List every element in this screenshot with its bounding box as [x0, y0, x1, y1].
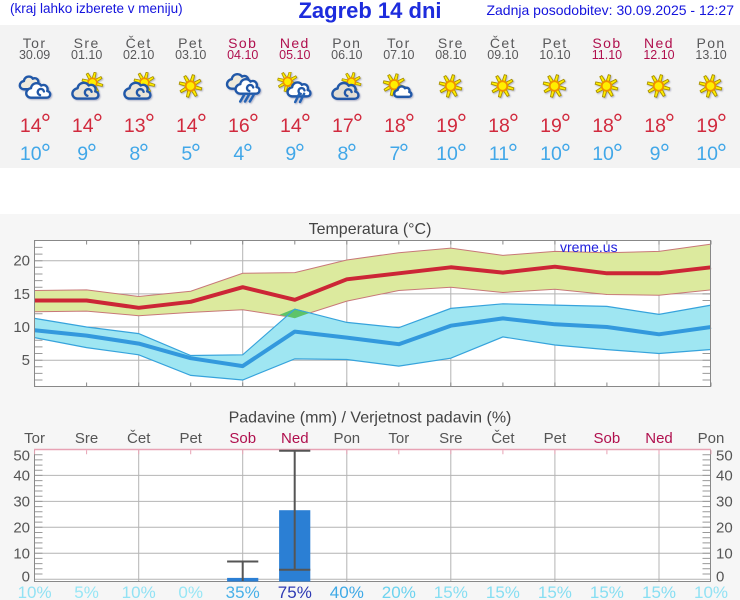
svg-text:0%: 0% [178, 583, 203, 600]
svg-text:10%: 10% [122, 583, 156, 600]
svg-text:15%: 15% [590, 583, 624, 600]
svg-text:15%: 15% [642, 583, 676, 600]
svg-text:15%: 15% [486, 583, 520, 600]
svg-text:30: 30 [716, 493, 733, 510]
svg-text:Padavine (mm) / Verjetnost pad: Padavine (mm) / Verjetnost padavin (%) [229, 409, 512, 426]
svg-text:5: 5 [22, 352, 30, 369]
svg-text:10%: 10% [18, 583, 52, 600]
svg-text:Ned: Ned [645, 430, 673, 447]
svg-text:75%: 75% [278, 583, 312, 600]
svg-text:40: 40 [716, 467, 733, 484]
svg-text:Čet: Čet [491, 430, 515, 447]
svg-text:20: 20 [716, 519, 733, 536]
svg-text:Čet: Čet [127, 430, 151, 447]
svg-text:Sob: Sob [594, 430, 621, 447]
svg-text:Temperatura (°C): Temperatura (°C) [309, 221, 432, 238]
svg-text:Pon: Pon [698, 430, 725, 447]
svg-text:Pon: Pon [333, 430, 360, 447]
svg-text:20: 20 [13, 253, 30, 270]
svg-text:Sre: Sre [439, 430, 462, 447]
svg-text:10: 10 [13, 319, 30, 336]
svg-text:Ned: Ned [281, 430, 309, 447]
svg-text:Tor: Tor [24, 430, 45, 447]
svg-text:0: 0 [716, 569, 724, 586]
svg-text:Sre: Sre [75, 430, 98, 447]
svg-text:10: 10 [716, 545, 733, 562]
svg-text:Tor: Tor [388, 430, 409, 447]
svg-text:Pet: Pet [179, 430, 202, 447]
svg-text:Pet: Pet [544, 430, 567, 447]
svg-text:Sob: Sob [229, 430, 256, 447]
svg-text:20: 20 [13, 519, 30, 536]
svg-text:20%: 20% [382, 583, 416, 600]
svg-text:40: 40 [13, 467, 30, 484]
svg-text:5%: 5% [74, 583, 99, 600]
svg-text:10%: 10% [694, 583, 728, 600]
svg-text:50: 50 [13, 448, 30, 465]
svg-text:15%: 15% [434, 583, 468, 600]
svg-text:vreme.us: vreme.us [560, 239, 618, 255]
svg-text:15: 15 [13, 286, 30, 303]
svg-text:15%: 15% [538, 583, 572, 600]
svg-text:40%: 40% [330, 583, 364, 600]
svg-text:35%: 35% [226, 583, 260, 600]
svg-text:30: 30 [13, 493, 30, 510]
svg-text:0: 0 [22, 569, 30, 586]
svg-text:50: 50 [716, 448, 733, 465]
svg-text:10: 10 [13, 545, 30, 562]
